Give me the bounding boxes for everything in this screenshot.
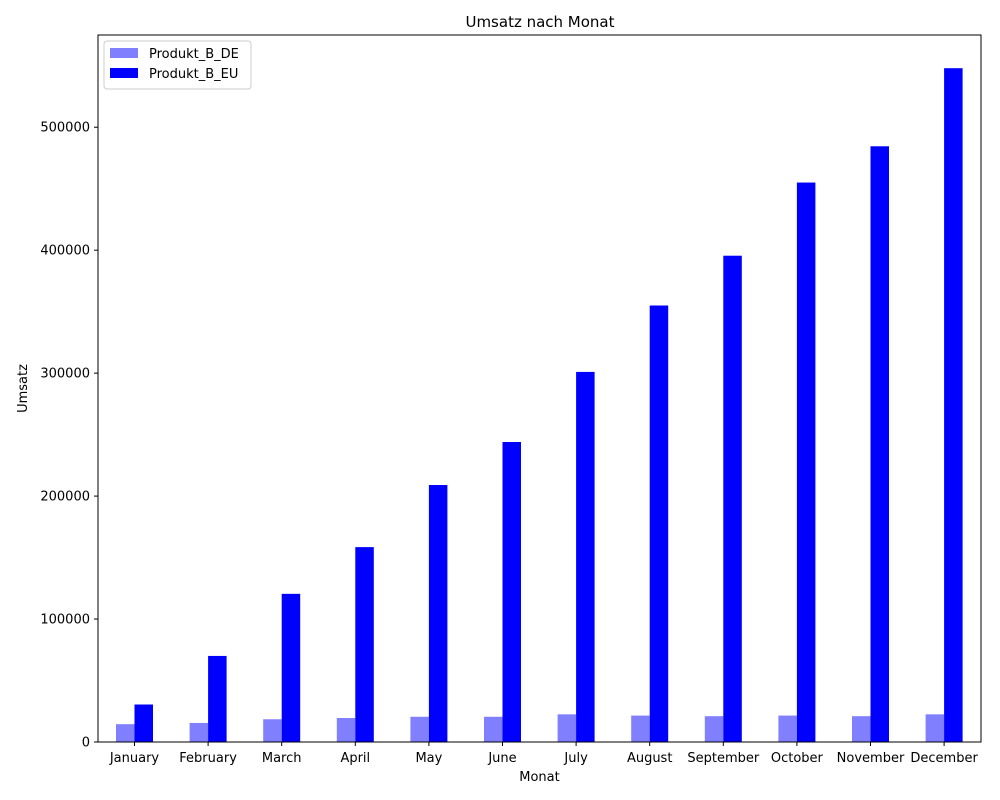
y-tick-label: 300000 <box>40 367 90 382</box>
y-tick-label: 200000 <box>40 490 90 505</box>
bar-eu-march <box>281 593 301 742</box>
x-tick-label: July <box>563 751 588 766</box>
bar-eu-february <box>208 655 227 742</box>
bar-eu-november <box>870 146 889 743</box>
plot-frame <box>97 34 982 743</box>
bar-eu-may <box>428 485 448 742</box>
legend: Produkt_B_DE Produkt_B_EU <box>103 40 252 90</box>
x-tick-label: May <box>415 751 442 766</box>
x-tick-label: February <box>179 751 237 766</box>
y-tick-label: 500000 <box>40 121 90 136</box>
legend-swatch-eu <box>110 68 138 78</box>
bar-de-november <box>852 716 871 742</box>
bar-de-april <box>336 718 356 742</box>
bar-eu-september <box>723 255 742 742</box>
y-tick-label: 0 <box>82 736 90 751</box>
bar-de-february <box>189 722 209 742</box>
x-tick-label: April <box>340 751 370 766</box>
bar-eu-april <box>355 547 374 742</box>
y-tick-label: 400000 <box>40 244 90 259</box>
bar-eu-october <box>796 182 816 742</box>
x-axis-label: Monat <box>519 770 559 785</box>
bar-de-december <box>925 714 945 742</box>
y-tick-label: 100000 <box>40 613 90 628</box>
x-tick-label: December <box>910 751 978 766</box>
x-tick-label: June <box>487 751 516 766</box>
bar-de-may <box>410 716 429 742</box>
x-tick-label: September <box>687 751 760 766</box>
bar-de-august <box>631 715 650 742</box>
bar-de-july <box>557 714 577 742</box>
x-tick-label: January <box>109 751 160 766</box>
chart-title: Umsatz nach Monat <box>465 13 614 31</box>
legend-label-de: Produkt_B_DE <box>149 47 239 62</box>
bar-eu-july <box>576 371 595 742</box>
bar-eu-june <box>502 441 521 742</box>
x-tick-label: August <box>627 751 673 766</box>
bar-de-june <box>484 716 503 742</box>
bar-de-september <box>704 716 724 742</box>
bar-eu-december <box>944 68 963 743</box>
bar-eu-january <box>134 704 153 742</box>
bars-group <box>116 68 963 743</box>
y-axis-label: Umsatz <box>16 364 31 413</box>
legend-swatch-de <box>110 48 138 58</box>
x-tick-label: October <box>771 751 824 766</box>
bar-de-october <box>778 715 797 742</box>
bar-eu-august <box>649 305 669 742</box>
x-tick-label: November <box>837 751 905 766</box>
bar-de-january <box>116 724 135 742</box>
bar-de-march <box>263 719 282 742</box>
legend-box <box>103 40 252 90</box>
legend-label-eu: Produkt_B_EU <box>149 67 238 82</box>
x-tick-label: March <box>262 751 302 766</box>
x-axis: January February March April May June July Augu… <box>109 742 978 766</box>
y-axis: 0 100000 200000 300000 400000 500000 <box>40 121 98 751</box>
